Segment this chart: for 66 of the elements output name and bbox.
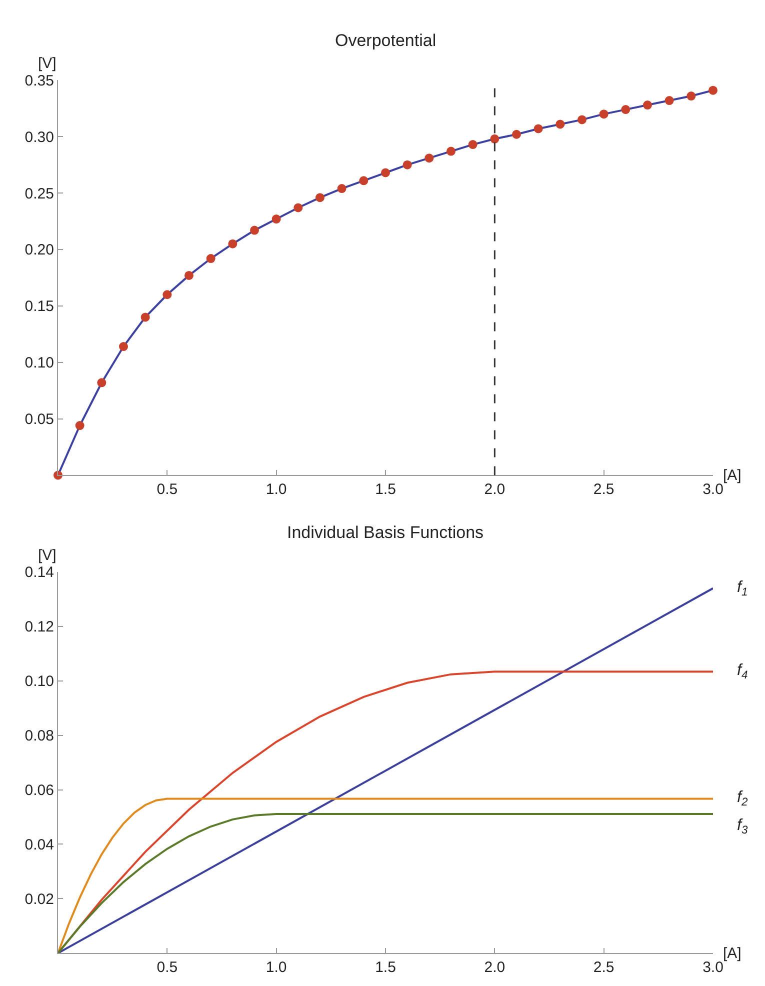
y-tick-label: 0.12 <box>24 618 54 636</box>
x-tick-label: 3.0 <box>702 481 724 498</box>
point <box>162 290 172 300</box>
point <box>97 378 106 388</box>
point <box>250 226 259 235</box>
point <box>599 110 608 119</box>
y-tick-label: 0.06 <box>24 782 54 800</box>
y-tick-label: 0.10 <box>24 673 54 690</box>
y-tick-label: 0.05 <box>24 411 54 428</box>
point <box>446 146 456 156</box>
x-tick-label: 2.5 <box>593 959 614 976</box>
point <box>708 86 718 95</box>
point <box>512 130 521 139</box>
point <box>381 168 390 178</box>
y-tick-label: 0.25 <box>24 185 54 202</box>
y-tick-label: 0.04 <box>24 836 54 854</box>
y-tick-label: 0.14 <box>24 564 54 582</box>
point <box>272 214 281 224</box>
x-tick-label: 1.0 <box>266 481 287 498</box>
y-tick-label: 0.15 <box>24 298 54 316</box>
point <box>621 105 630 114</box>
point <box>490 134 500 144</box>
x-tick-label: 2.0 <box>484 481 506 498</box>
point <box>184 270 194 280</box>
y-tick-label: 0.30 <box>24 128 54 146</box>
point <box>294 203 303 212</box>
series-label: f$_{1}$ <box>737 579 748 598</box>
point <box>468 140 478 150</box>
point <box>228 239 238 248</box>
series-label: f$_{4}$ <box>737 662 748 682</box>
point <box>534 124 543 134</box>
chart-title: Overpotential <box>335 31 436 50</box>
x-axis-title: [A] <box>723 467 742 484</box>
point <box>643 100 652 110</box>
x-tick-label: 2.5 <box>593 481 614 498</box>
y-tick-label: 0.10 <box>24 354 54 372</box>
point <box>140 312 150 322</box>
point <box>424 154 434 163</box>
chart-title: Individual Basis Functions <box>287 523 484 542</box>
point <box>664 96 674 106</box>
y-tick-label: 0.02 <box>24 890 54 908</box>
point <box>119 342 128 352</box>
y-tick-label: 0.20 <box>24 242 54 259</box>
point <box>359 176 368 186</box>
series-label: f$_{3}$ <box>737 817 748 836</box>
y-tick-label: 0.35 <box>24 72 54 90</box>
point <box>578 115 586 124</box>
point <box>75 421 84 430</box>
point <box>686 92 696 101</box>
point <box>337 184 346 194</box>
x-tick-label: 1.5 <box>375 959 396 976</box>
y-axis-title: [V] <box>38 547 56 564</box>
x-tick-label: 1.0 <box>266 959 287 976</box>
point <box>556 120 565 129</box>
x-tick-label: 1.5 <box>375 481 396 498</box>
x-tick-label: 0.5 <box>156 959 178 976</box>
point <box>206 254 216 264</box>
y-tick-label: 0.08 <box>24 728 54 745</box>
x-tick-label: 0.5 <box>156 481 178 498</box>
x-tick-label: 3.0 <box>702 959 724 976</box>
series-label: f$_{2}$ <box>737 789 748 808</box>
point <box>316 193 324 202</box>
x-axis-title: [A] <box>723 945 742 962</box>
x-tick-label: 2.0 <box>484 959 506 976</box>
point <box>402 160 412 170</box>
y-axis-title: [V] <box>38 55 56 72</box>
